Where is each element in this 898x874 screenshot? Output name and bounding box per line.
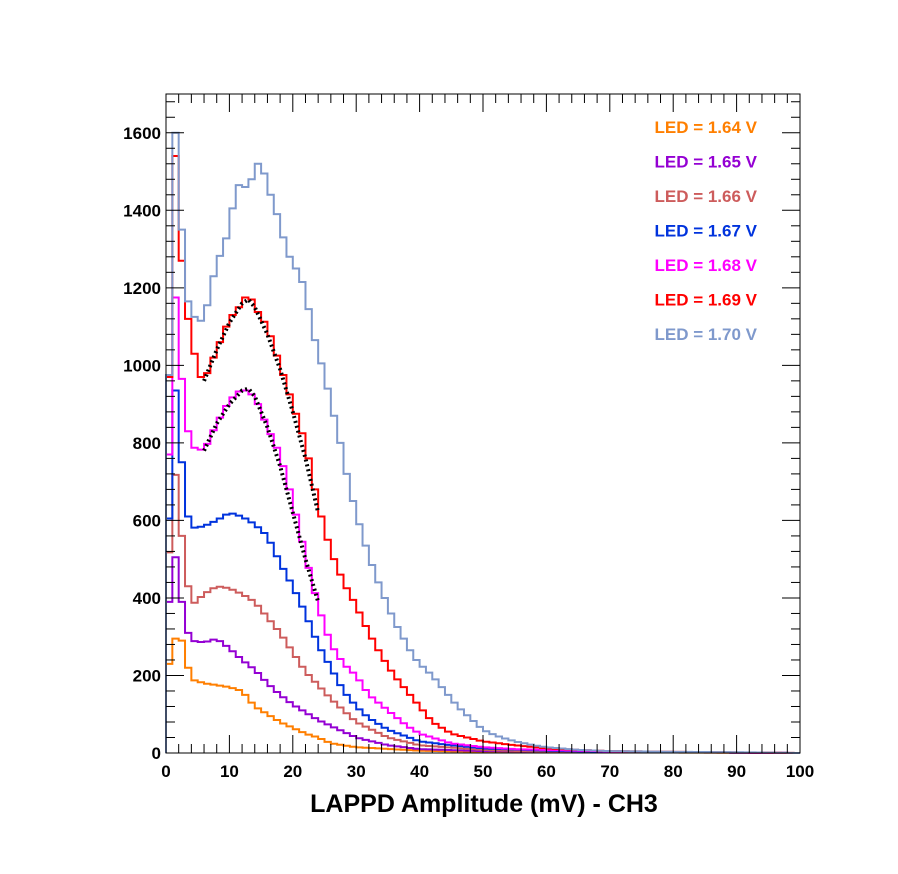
fit-curve-0 — [202, 296, 321, 514]
y-tick-label: 1000 — [123, 356, 161, 375]
y-tick-label: 600 — [133, 511, 161, 530]
y-tick-label: 400 — [133, 589, 161, 608]
x-tick-label: 50 — [474, 762, 493, 781]
legend-entry-6: LED = 1.70 V — [654, 325, 757, 344]
tick-label-layer: 0 10 20 30 40 50 60 70 80 90 100020040060080010001… — [123, 124, 814, 781]
legend-entry-5: LED = 1.69 V — [654, 291, 757, 310]
legend-entry-3: LED = 1.67 V — [654, 222, 757, 241]
y-tick-label: 1600 — [123, 124, 161, 143]
legend-entry-1: LED = 1.65 V — [654, 153, 757, 172]
legend-entry-0: LED = 1.64 V — [654, 118, 757, 137]
y-tick-label: 1400 — [123, 201, 161, 220]
x-tick-label: 80 — [664, 762, 683, 781]
x-axis-title: LAPPD Amplitude (mV) - CH3 — [310, 790, 658, 818]
fit-curve-1 — [202, 386, 321, 603]
y-tick-label: 1200 — [123, 279, 161, 298]
x-tick-label: 20 — [283, 762, 302, 781]
x-tick-label: 30 — [347, 762, 366, 781]
x-tick-label: 0 — [161, 762, 170, 781]
legend: LED = 1.64 V LED = 1.65 V LED = 1.66 V LED … — [654, 118, 757, 344]
y-tick-label: 200 — [133, 666, 161, 685]
y-tick-label: 0 — [152, 744, 161, 763]
tick-layer — [165, 94, 801, 754]
x-tick-label: 70 — [600, 762, 619, 781]
x-tick-label: 10 — [220, 762, 239, 781]
series-line-6 — [165, 131, 800, 754]
legend-entry-2: LED = 1.66 V — [654, 187, 757, 206]
y-tick-label: 800 — [133, 434, 161, 453]
x-tick-label: 90 — [727, 762, 746, 781]
x-tick-label: 40 — [410, 762, 429, 781]
fit-layer — [202, 296, 321, 603]
x-tick-label: 100 — [786, 762, 814, 781]
legend-entry-4: LED = 1.68 V — [654, 256, 757, 275]
x-tick-label: 60 — [537, 762, 556, 781]
